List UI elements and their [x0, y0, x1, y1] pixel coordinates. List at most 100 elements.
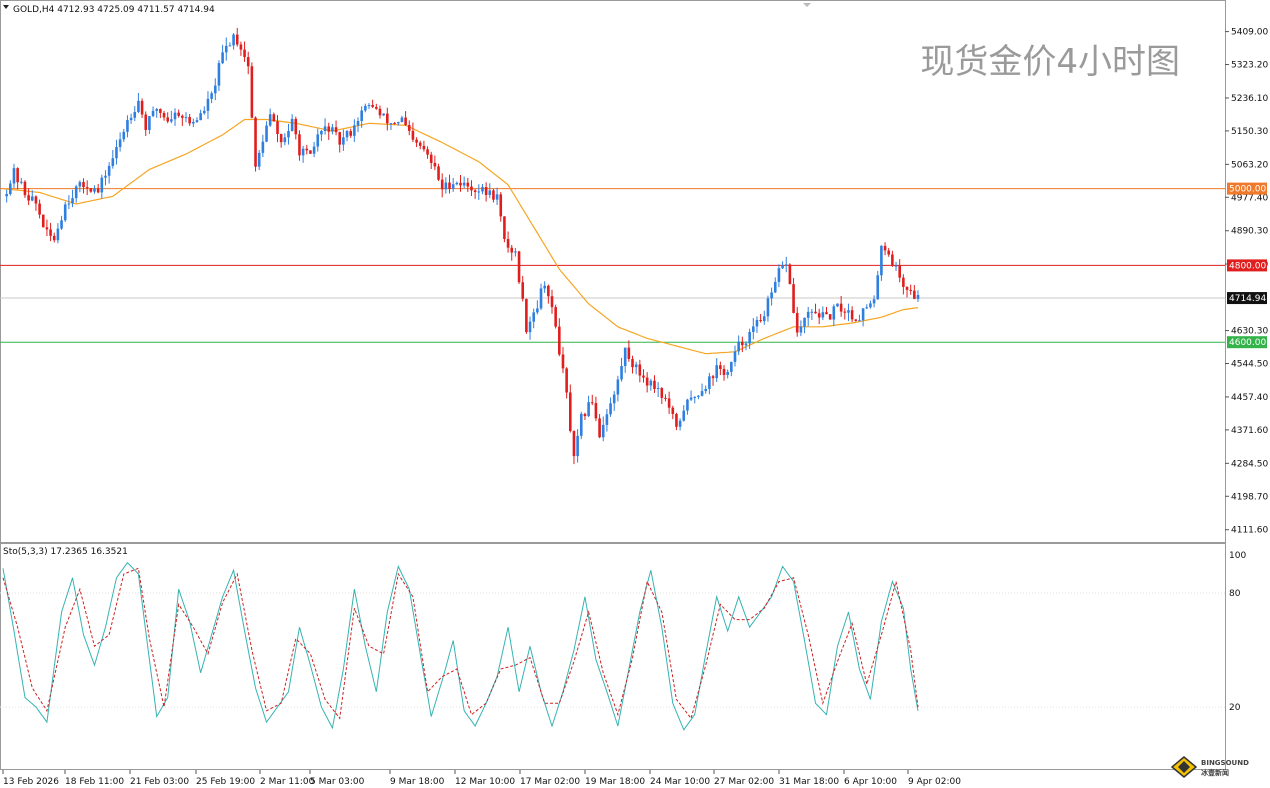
candle-body	[902, 277, 905, 287]
candle-body	[217, 63, 221, 86]
candle-body	[382, 113, 385, 116]
candle-body	[664, 397, 667, 399]
level-tag-label: 5000.00	[1229, 185, 1266, 195]
candle-body	[510, 247, 514, 253]
candle-body	[459, 182, 462, 186]
x-tick-label: 19 Mar 18:00	[585, 777, 645, 787]
x-tick-label: 17 Mar 02:00	[520, 777, 580, 787]
candle-body	[276, 121, 279, 135]
candle-body	[268, 114, 272, 126]
candle-body	[525, 298, 528, 333]
candle-body	[301, 148, 305, 156]
candle-body	[107, 165, 111, 176]
candle-body	[656, 388, 660, 390]
candle-body	[634, 364, 638, 368]
candle-body	[45, 227, 49, 230]
candle-body	[404, 117, 407, 126]
x-tick-label: 13 Feb 2026	[3, 777, 59, 787]
candle-body	[558, 326, 561, 355]
y-tick-label: 5236.10	[1231, 94, 1268, 104]
moving-average-line	[2, 118, 919, 355]
candle-body	[151, 110, 155, 117]
candle-body	[283, 137, 287, 143]
candle-body	[232, 34, 235, 46]
y-tick-label: 4544.50	[1231, 359, 1268, 369]
candle-body	[140, 100, 144, 115]
candle-body	[104, 175, 107, 178]
candle-body	[623, 347, 627, 367]
candle-body	[334, 127, 338, 133]
candle-body	[777, 268, 781, 282]
candle-body	[462, 182, 466, 186]
candle-body	[166, 117, 169, 122]
candle-body	[257, 152, 261, 167]
candle-body	[243, 49, 246, 58]
candle-body	[82, 182, 85, 188]
chart-watermark-title: 现货金价4小时图	[920, 42, 1180, 82]
candle-body	[726, 371, 729, 375]
candle-body	[836, 303, 839, 307]
candle-body	[118, 139, 122, 148]
candle-body	[770, 292, 773, 299]
candle-body	[74, 186, 78, 199]
candle-body	[649, 380, 653, 386]
candle-body	[671, 407, 675, 414]
candle-body	[473, 190, 477, 192]
candle-body	[235, 34, 239, 45]
candle-body	[660, 388, 664, 398]
candle-body	[353, 125, 356, 136]
candle-body	[609, 403, 612, 415]
candle-body	[642, 375, 645, 378]
candle-body	[719, 365, 722, 369]
candle-body	[122, 131, 126, 140]
candle-body	[203, 110, 206, 114]
candle-body	[536, 308, 539, 313]
candle-body	[748, 331, 751, 344]
candle-body	[773, 281, 777, 293]
candle-body	[744, 343, 748, 346]
candle-body	[137, 100, 140, 112]
candle-body	[583, 413, 587, 417]
candle-body	[762, 316, 766, 322]
candle-body	[305, 148, 309, 151]
candle-body	[78, 182, 82, 187]
candle-body	[126, 120, 129, 132]
candle-body	[806, 311, 810, 318]
candle-body	[327, 126, 331, 132]
candle-body	[418, 142, 422, 146]
candle-body	[579, 413, 583, 436]
candle-body	[547, 285, 550, 297]
x-tick-label: 31 Mar 18:00	[779, 777, 839, 787]
candle-body	[356, 120, 360, 126]
candle-body	[129, 117, 133, 121]
candle-body	[565, 368, 568, 393]
candle-body	[594, 403, 598, 419]
dropdown-triangle-icon[interactable]	[3, 5, 9, 9]
candle-body	[909, 289, 912, 291]
candle-body	[730, 361, 733, 372]
candle-body	[367, 105, 371, 107]
candle-body	[601, 424, 605, 438]
candle-body	[67, 203, 71, 205]
x-tick-label: 9 Apr 02:00	[908, 777, 961, 787]
candle-body	[155, 109, 159, 111]
candle-body	[653, 380, 656, 389]
candle-body	[437, 166, 440, 180]
candle-body	[173, 112, 177, 120]
candle-body	[170, 119, 173, 122]
candle-body	[386, 113, 389, 124]
stoch-level-label: 20	[1229, 703, 1241, 713]
candle-body	[722, 368, 726, 375]
candle-body	[689, 397, 693, 400]
candle-body	[298, 134, 301, 156]
candle-body	[693, 396, 697, 398]
candle-body	[792, 284, 795, 313]
candle-body	[411, 130, 415, 140]
candle-body	[433, 162, 437, 167]
panel-shift-icon[interactable]	[803, 3, 811, 7]
candle-body	[795, 312, 799, 333]
candle-body	[711, 376, 715, 379]
candle-body	[645, 377, 649, 386]
candle-body	[111, 158, 115, 166]
candle-body	[444, 182, 448, 190]
